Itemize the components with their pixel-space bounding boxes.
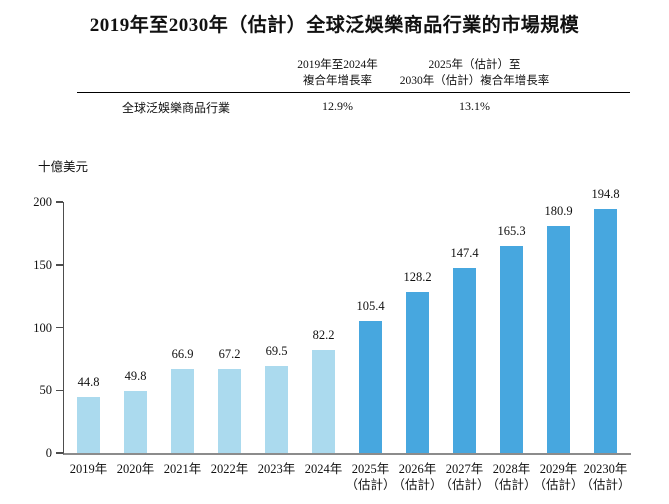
- bar-value-label: 128.2: [403, 270, 432, 285]
- bar-2023年: [265, 365, 288, 453]
- bar-2026年: [406, 292, 429, 453]
- x-axis-label: 2027年 （估計）: [433, 461, 497, 493]
- header-cagr-2019-2024: 2019年至2024年 複合年增長率: [260, 58, 415, 89]
- header-cagr-2025-2030: 2025年（估計）至 2030年（估計）複合年增長率: [377, 58, 572, 89]
- bar-2020年: [124, 390, 147, 453]
- bar-2029年: [547, 225, 570, 453]
- y-tick-label: 200: [33, 195, 52, 209]
- x-axis-label-year: 2025年: [351, 462, 390, 476]
- x-axis-label-year: 2021年: [163, 462, 202, 476]
- x-axis-label: 2021年: [151, 461, 215, 477]
- cagr-table: 2019年至2024年 複合年增長率 2025年（估計）至 2030年（估計）複…: [77, 58, 630, 121]
- cagr-value-2019-2024: 12.9%: [322, 99, 353, 113]
- bar-value-label: 69.5: [265, 343, 288, 358]
- x-axis-label-estimate: （估計）: [533, 478, 584, 492]
- bar-value-label: 66.9: [171, 347, 194, 362]
- x-axis-label: 20230年 （估計）: [574, 461, 638, 493]
- cagr-value-2025-2030: 13.1%: [459, 99, 490, 113]
- plot-area: 0 50 100 150 200 44.8 2019年 49.8 2020年 66.9 2021年 6…: [33, 187, 631, 492]
- x-axis-label: 2029年 （估計）: [527, 461, 591, 493]
- y-tick-label: 0: [45, 446, 52, 460]
- y-tick-label: 150: [33, 257, 52, 272]
- header-cagr-2019-2024-line2: 複合年增長率: [303, 74, 372, 87]
- x-axis-label-year: 2026年: [398, 462, 437, 476]
- x-axis-label: 2028年 （估計）: [480, 461, 544, 493]
- x-axis-label-year: 2029年: [539, 462, 578, 476]
- bar-value-label: 67.2: [218, 346, 241, 361]
- bar-2027年: [453, 268, 476, 453]
- bar-2021年: [171, 369, 194, 453]
- x-axis-label-estimate: （估計）: [392, 478, 443, 492]
- x-axis-label-year: 2019年: [69, 462, 108, 476]
- y-tick-mark: [55, 201, 63, 203]
- bar-2028年: [500, 245, 523, 453]
- x-axis-label: 2022年: [198, 461, 262, 477]
- x-axis-label: 2020年: [104, 461, 168, 477]
- x-axis-label-year: 2020年: [116, 462, 155, 476]
- bar-2025年: [359, 320, 382, 453]
- bar-value-label: 49.8: [124, 368, 147, 383]
- x-axis-label: 2024年: [292, 461, 356, 477]
- x-axis-label-estimate: （估計）: [486, 478, 537, 492]
- x-axis-label: 2019年: [57, 461, 121, 477]
- header-cagr-2019-2024-line1: 2019年至2024年: [297, 59, 378, 71]
- table-row: 全球泛娛樂商品行業 12.9% 13.1%: [77, 93, 630, 121]
- table-header-rule: [77, 92, 630, 93]
- y-tick-mark: [55, 389, 63, 391]
- x-axis-label: 2026年 （估計）: [386, 461, 450, 493]
- bar-value-label: 180.9: [544, 203, 573, 218]
- x-axis-label-year: 20230年: [583, 462, 628, 476]
- header-cagr-2025-2030-line1: 2025年（估計）至: [428, 59, 521, 71]
- y-tick-mark: [55, 326, 63, 329]
- y-tick-mark: [55, 452, 63, 454]
- y-axis-unit-label: 十億美元: [38, 160, 89, 174]
- bar-2024年: [312, 349, 335, 453]
- x-axis-label-year: 2027年: [445, 462, 484, 476]
- x-axis-label-year: 2022年: [210, 462, 249, 476]
- x-axis-label-estimate: （估計）: [580, 478, 631, 492]
- x-axis-label-estimate: （估計）: [345, 478, 396, 492]
- page-title: 2019年至2030年（估計）全球泛娛樂商品行業的市場規模: [89, 15, 580, 36]
- x-axis-label-estimate: （估計）: [439, 478, 490, 492]
- bar-value-label: 147.4: [450, 246, 479, 261]
- bar-value-label: 105.4: [356, 298, 385, 313]
- x-axis-label-year: 2023年: [257, 462, 296, 476]
- y-tick-mark: [55, 264, 63, 266]
- header-cagr-2025-2030-line2: 2030年（估計）複合年增長率: [399, 74, 550, 87]
- x-axis-label-year: 2028年: [492, 462, 531, 476]
- x-axis-label: 2023年: [245, 461, 309, 477]
- bar-value-label: 165.3: [497, 223, 526, 238]
- bar-2022年: [218, 368, 241, 453]
- y-tick-label: 100: [33, 320, 52, 335]
- x-axis-label: 2025年 （估計）: [339, 461, 403, 493]
- bar-20230年: [594, 208, 617, 453]
- table-row-label: 全球泛娛樂商品行業: [122, 101, 231, 115]
- x-axis-label-year: 2024年: [304, 462, 343, 476]
- cagr-table-header: 2019年至2024年 複合年增長率 2025年（估計）至 2030年（估計）複…: [77, 58, 630, 91]
- bar-2019年: [77, 396, 100, 453]
- bar-value-label: 44.8: [77, 374, 100, 389]
- bar-value-label: 194.8: [591, 186, 620, 201]
- bar-value-label: 82.2: [312, 327, 335, 342]
- y-tick-label: 50: [39, 383, 53, 398]
